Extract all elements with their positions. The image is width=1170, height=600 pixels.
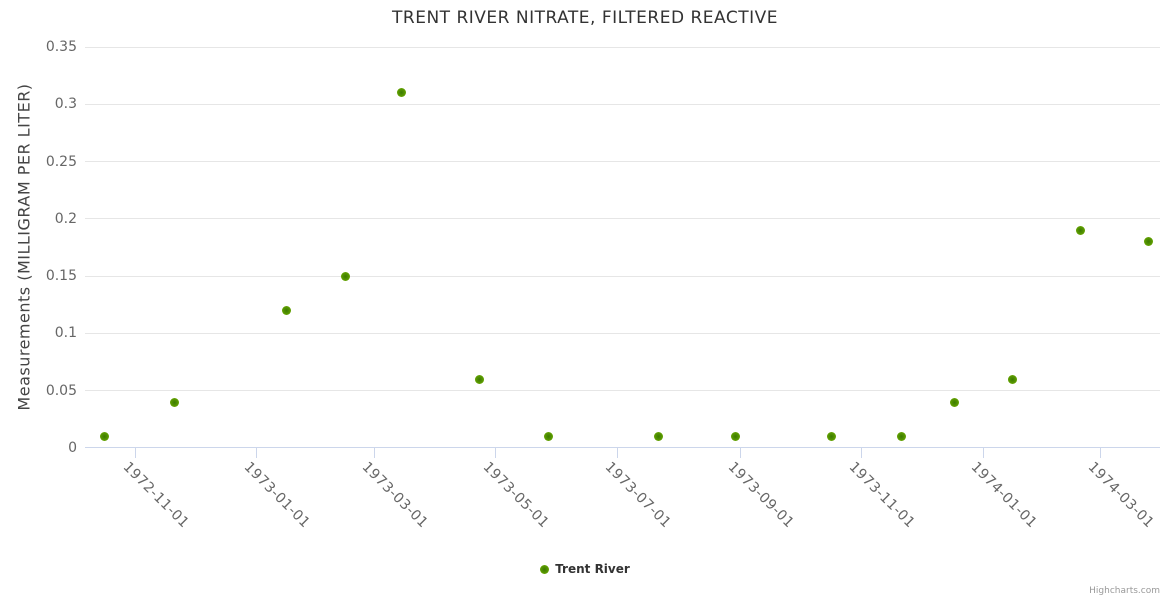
x-axis-tick-label: 1973-07-01 xyxy=(601,459,674,532)
y-gridline xyxy=(85,218,1160,220)
data-point[interactable] xyxy=(397,88,407,98)
x-axis-tick xyxy=(616,448,618,458)
x-axis-tick xyxy=(739,448,741,458)
legend-item-trent-river[interactable]: Trent River xyxy=(0,562,1170,576)
data-point[interactable] xyxy=(544,432,554,442)
data-point[interactable] xyxy=(1075,225,1085,235)
highcharts-credits-link[interactable]: Highcharts.com xyxy=(1089,586,1160,596)
y-axis-tick-label: 0.3 xyxy=(54,96,77,113)
y-axis-tick-label: 0.1 xyxy=(54,325,77,342)
plot-area: 0 0.05 0.1 0.15 0.2 0.25 0.3 0.35 1972-11-01 1973… xyxy=(46,40,1160,531)
x-axis-tick-label: 1973-05-01 xyxy=(479,459,553,532)
y-gridline xyxy=(85,275,1160,277)
y-axis-tick-label: 0.25 xyxy=(45,153,77,170)
x-axis-line xyxy=(85,447,1160,448)
y-gridline xyxy=(85,46,1160,48)
y-gridline xyxy=(85,103,1160,105)
x-axis-tick-label: 1973-09-01 xyxy=(724,459,798,532)
x-axis-tick xyxy=(982,448,984,458)
x-axis-tick-label: 1972-11-01 xyxy=(119,459,192,532)
chart-title: TRENT RIVER NITRATE, FILTERED REACTIVE xyxy=(392,8,778,28)
legend-label: Trent River xyxy=(555,562,630,576)
x-axis-tick-label: 1973-03-01 xyxy=(358,459,431,532)
data-point[interactable] xyxy=(100,432,110,442)
y-axis-tick-label: 0.2 xyxy=(54,210,77,227)
x-axis-tick-label: 1973-01-01 xyxy=(240,459,314,532)
x-axis-tick xyxy=(495,448,497,458)
data-point[interactable] xyxy=(1143,237,1153,247)
data-point[interactable] xyxy=(827,432,837,442)
x-axis-tick xyxy=(861,448,863,458)
x-axis-tick xyxy=(256,448,258,458)
x-axis-tick xyxy=(373,448,375,458)
y-axis-tick-label: 0.35 xyxy=(45,39,77,55)
y-axis-tick-label: 0.05 xyxy=(45,382,77,399)
data-point[interactable] xyxy=(1008,374,1018,384)
y-gridline xyxy=(85,390,1160,392)
data-point[interactable] xyxy=(950,397,960,407)
data-point[interactable] xyxy=(653,432,663,442)
x-axis-tick-label: 1973-11-01 xyxy=(846,459,919,532)
x-axis-tick xyxy=(134,448,136,458)
data-point[interactable] xyxy=(731,432,741,442)
y-axis-title: Measurements (MILLIGRAM PER LITER) xyxy=(14,83,34,411)
data-point[interactable] xyxy=(281,306,291,315)
x-axis-tick xyxy=(1100,448,1102,458)
legend-marker-icon xyxy=(540,564,550,574)
x-axis-tick-label: 1974-01-01 xyxy=(967,459,1040,532)
x-axis-tick-label: 1974-03-01 xyxy=(1084,459,1158,532)
data-point[interactable] xyxy=(896,432,906,442)
data-point[interactable] xyxy=(341,271,351,281)
data-point[interactable] xyxy=(474,374,484,384)
y-axis-tick-label: 0 xyxy=(68,440,77,456)
y-axis-tick-label: 0.15 xyxy=(45,268,77,285)
data-point[interactable] xyxy=(170,397,180,407)
y-gridline xyxy=(85,161,1160,163)
y-gridline xyxy=(85,332,1160,334)
